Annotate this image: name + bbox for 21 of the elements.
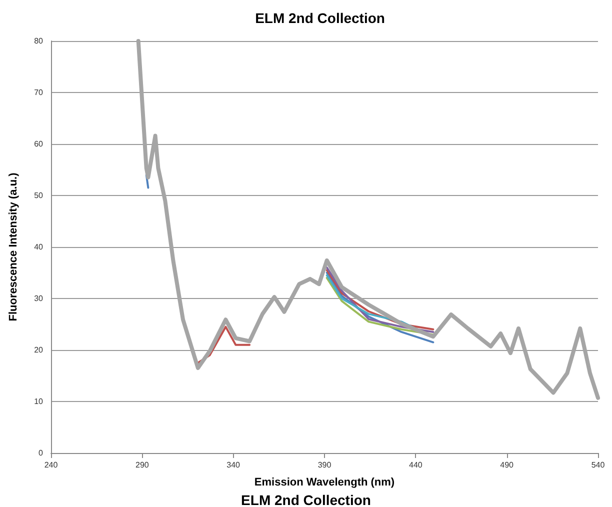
x-tick-label: 540 — [591, 460, 606, 470]
x-tick-label: 240 — [44, 460, 58, 470]
x-tick-label: 440 — [408, 460, 423, 470]
line-series — [196, 326, 251, 364]
x-tick-label: 390 — [318, 460, 332, 470]
y-tick-label: 20 — [34, 346, 44, 354]
y-tick-label: 30 — [34, 294, 44, 303]
y-tick-label: 40 — [34, 242, 44, 252]
y-tick-label: 0 — [38, 448, 44, 458]
y-tick-label: 80 — [34, 36, 44, 46]
text: ELM 2nd Collection — [241, 492, 371, 507]
y-axis-title: Fluorescence Intensity (a.u.) — [8, 172, 20, 322]
x-tick-label: 290 — [135, 460, 150, 470]
x-axis-title: Emission Wavelength (nm) — [254, 476, 395, 488]
x-tick-label: 340 — [226, 460, 241, 470]
x-tick-label: 490 — [500, 460, 514, 470]
y-tick-label: 60 — [34, 140, 44, 148]
y-tick-label: 50 — [34, 191, 44, 200]
y-tick-label: 10 — [34, 397, 44, 406]
y-tick-label: 70 — [34, 88, 44, 97]
chart-title: ELM 2nd Collection — [255, 10, 385, 26]
